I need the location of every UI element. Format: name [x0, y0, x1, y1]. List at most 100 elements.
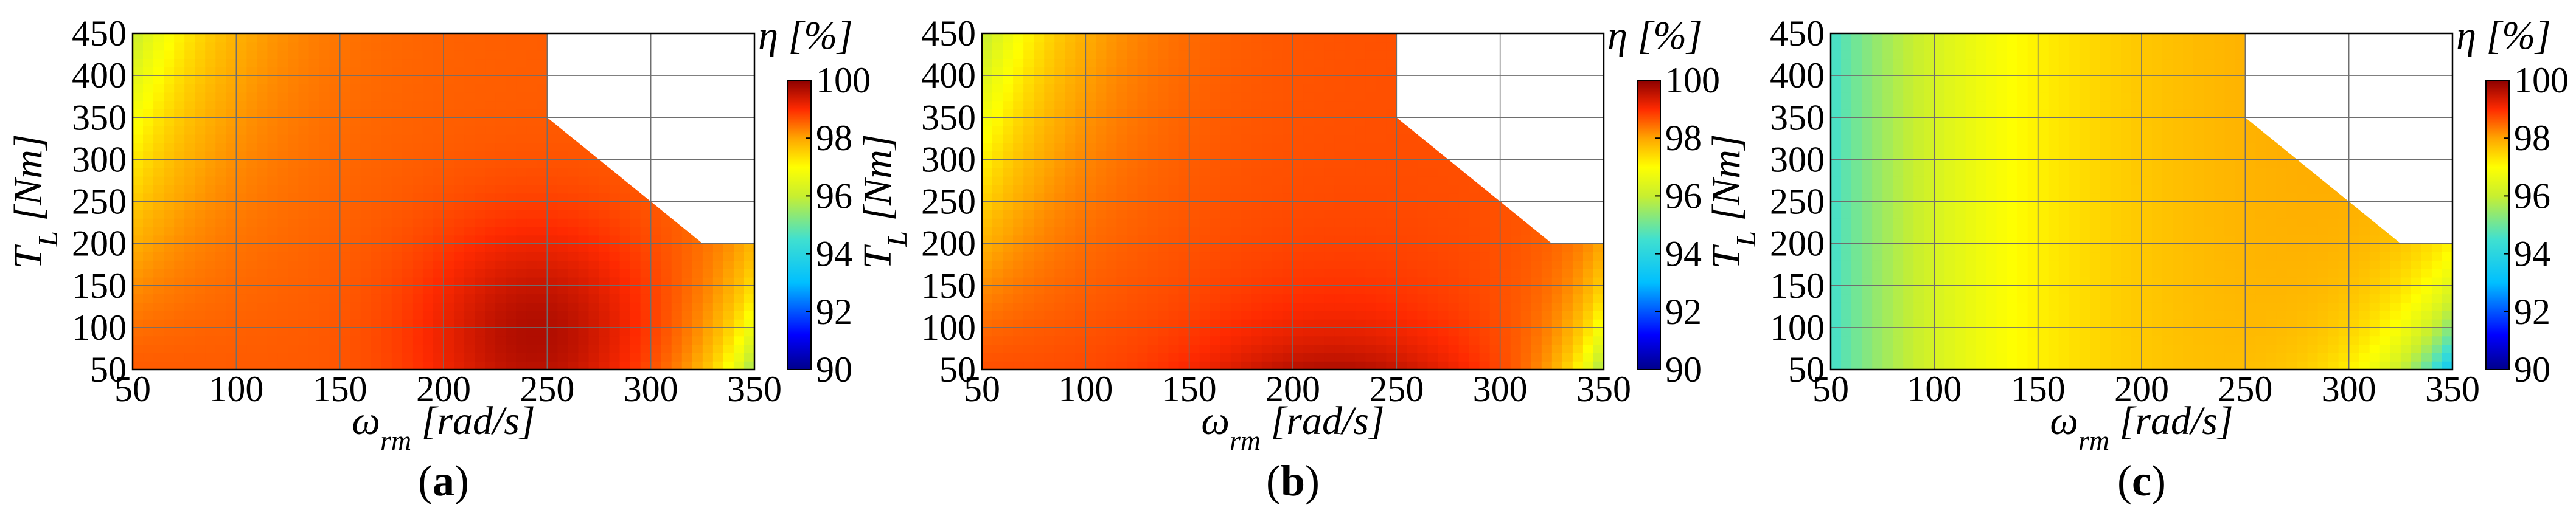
- heatmap-cell: [381, 285, 392, 295]
- heatmap-cell: [1469, 210, 1480, 219]
- heatmap-cell: [1199, 235, 1211, 244]
- heatmap-cell: [568, 319, 579, 328]
- heatmap-cell: [1479, 226, 1491, 236]
- heatmap-cell: [1044, 83, 1055, 93]
- heatmap-cell: [733, 361, 745, 370]
- heatmap-cell: [164, 75, 175, 84]
- heatmap-cell: [1831, 151, 1842, 160]
- heatmap-cell: [412, 193, 423, 202]
- heatmap-cell: [1199, 193, 1211, 202]
- heatmap-cell: [1210, 218, 1221, 227]
- heatmap-cell: [298, 41, 310, 51]
- heatmap-cell: [1365, 210, 1376, 219]
- heatmap-cell: [1075, 201, 1086, 210]
- heatmap-cell: [133, 83, 144, 93]
- heatmap-cell: [350, 184, 361, 194]
- heatmap-cell: [1272, 311, 1283, 320]
- heatmap-cell: [257, 201, 268, 210]
- heatmap-cell: [360, 75, 372, 84]
- heatmap-cell: [537, 319, 548, 328]
- heatmap-cell: [360, 344, 372, 353]
- heatmap-cell: [371, 50, 382, 60]
- heatmap-cell: [537, 277, 548, 286]
- heatmap-cell: [1054, 100, 1065, 110]
- heatmap-cell: [557, 319, 568, 328]
- heatmap-cell: [454, 184, 465, 194]
- heatmap-cell: [1189, 344, 1200, 353]
- heatmap-cell: [1168, 67, 1180, 76]
- heatmap-cell: [681, 302, 693, 311]
- heatmap-cell: [1178, 168, 1190, 177]
- heatmap-cell: [381, 226, 392, 236]
- heatmap-cell: [1334, 269, 1345, 278]
- heatmap-cell: [164, 252, 175, 261]
- heatmap-cell: [133, 67, 144, 76]
- heatmap-cell: [339, 41, 351, 51]
- heatmap-cell: [1251, 92, 1262, 102]
- heatmap-cell: [1479, 277, 1491, 286]
- heatmap-cell: [578, 285, 590, 295]
- heatmap-cell: [1303, 302, 1314, 311]
- heatmap-cell: [1427, 226, 1439, 236]
- heatmap-cell: [1376, 142, 1387, 152]
- heatmap-cell: [1251, 168, 1262, 177]
- heatmap-cell: [422, 319, 434, 328]
- heatmap-cell: [1314, 319, 1325, 328]
- heatmap-cell: [1116, 126, 1128, 135]
- heatmap-cell: [1034, 176, 1045, 185]
- heatmap-cell: [1261, 319, 1273, 328]
- heatmap-cell: [992, 184, 1003, 194]
- heatmap-cell: [184, 277, 195, 286]
- heatmap-cell: [371, 269, 382, 278]
- heatmap-cell: [1510, 269, 1522, 278]
- heatmap-cell: [1427, 361, 1439, 370]
- heatmap-cell: [599, 252, 610, 261]
- heatmap-cell: [1551, 344, 1563, 353]
- heatmap-cell: [1003, 142, 1014, 152]
- heatmap-cell: [1199, 176, 1211, 185]
- heatmap-cell: [319, 269, 330, 278]
- heatmap-cell: [412, 58, 423, 67]
- heatmap-cell: [1178, 184, 1190, 194]
- heatmap-cell: [1210, 302, 1221, 311]
- heatmap-cell: [184, 311, 195, 320]
- heatmap-cell: [650, 243, 662, 253]
- heatmap-cell: [371, 319, 382, 328]
- heatmap-cell: [298, 344, 310, 353]
- heatmap-cell: [568, 361, 579, 370]
- heatmap-cell: [1178, 353, 1190, 362]
- heatmap-cell: [1199, 126, 1211, 135]
- heatmap-cell: [1831, 269, 1842, 278]
- heatmap-cell: [236, 184, 247, 194]
- heatmap-cell: [164, 319, 175, 328]
- heatmap-cell: [277, 159, 289, 168]
- heatmap-cell: [1458, 218, 1470, 227]
- heatmap-cell: [1044, 126, 1055, 135]
- heatmap-cell: [267, 327, 279, 337]
- heatmap-cell: [1345, 302, 1356, 311]
- heatmap-cell: [444, 336, 454, 345]
- heatmap-cell: [257, 100, 268, 110]
- heatmap-cell: [350, 336, 361, 345]
- heatmap-cell: [464, 50, 475, 60]
- heatmap-cell: [1147, 336, 1159, 345]
- heatmap-cell: [1355, 50, 1366, 60]
- heatmap-cell: [433, 302, 444, 311]
- heatmap-cell: [1345, 311, 1356, 320]
- heatmap-cell: [475, 201, 486, 210]
- heatmap-cell: [360, 302, 372, 311]
- heatmap-cell: [298, 277, 310, 286]
- heatmap-cell: [1520, 226, 1532, 236]
- heatmap-cell: [1427, 353, 1439, 362]
- heatmap-cell: [1293, 100, 1304, 110]
- heatmap-cell: [215, 269, 226, 278]
- heatmap-cell: [1075, 134, 1086, 143]
- heatmap-cell: [464, 193, 475, 202]
- heatmap-cell: [1075, 100, 1086, 110]
- heatmap-cell: [153, 41, 164, 51]
- heatmap-cell: [992, 67, 1003, 76]
- heatmap-cell: [246, 344, 257, 353]
- heatmap-cell: [298, 67, 310, 76]
- panel-a: 50 100 150 200 250 300 35050100150200250300350…: [6, 13, 871, 505]
- heatmap-cell: [257, 75, 268, 84]
